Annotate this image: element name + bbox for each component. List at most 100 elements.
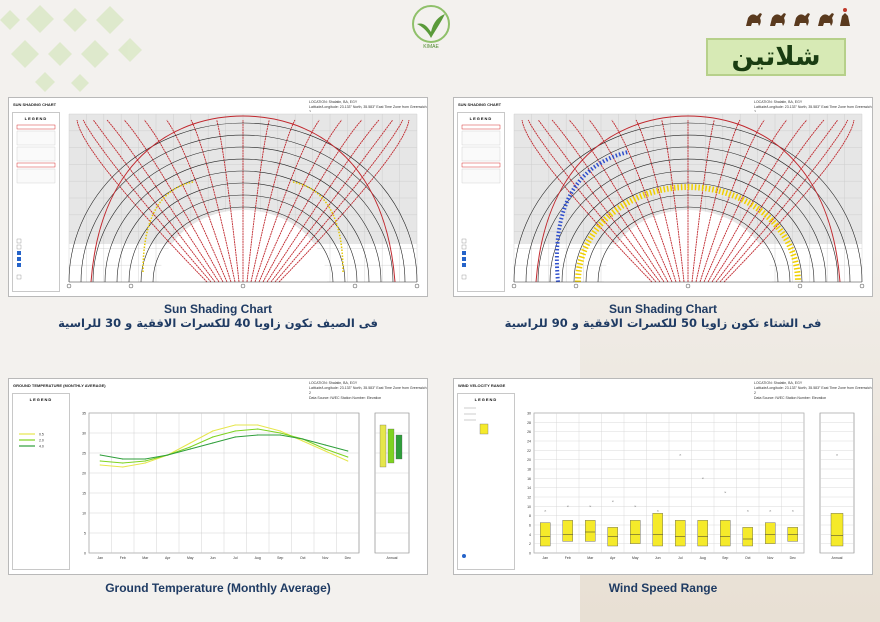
y-tick-label: 35 [82, 412, 86, 416]
sun-chart-winter [506, 112, 870, 294]
max-point: × [657, 508, 660, 513]
series-line [100, 434, 348, 460]
date-arc [561, 170, 815, 283]
hour-line [537, 119, 661, 283]
max-point: × [792, 508, 795, 513]
data-point [347, 450, 349, 452]
hour-line [216, 119, 240, 283]
legend-column: LEGEND [457, 393, 515, 570]
x-tick-label: May [632, 556, 639, 560]
data-point [144, 460, 146, 462]
hour-line [250, 119, 296, 283]
panel-location-block: LOCATION: Shalatin, BA, EGY Latitude/Lon… [754, 381, 872, 400]
max-point: × [612, 499, 615, 504]
y-tick-label: 20 [82, 472, 86, 476]
panel-chart-title: SUN SHADING CHART [13, 102, 57, 107]
caption-en: Sun Shading Chart [609, 302, 717, 316]
compass-marker-icon [128, 283, 134, 289]
y-tick-label: 25 [82, 452, 86, 456]
page-title: شلاتين [731, 42, 821, 72]
hour-line [262, 119, 363, 283]
data-point [144, 458, 146, 460]
x-tick-label: Jun [210, 556, 216, 560]
hour-line [123, 119, 224, 283]
data-point [144, 462, 146, 464]
max-point: × [679, 452, 682, 457]
hour-line [270, 119, 394, 283]
sun-shading-summer-panel: SUN SHADING CHART LOCATION: Shalatin, BA… [8, 97, 428, 297]
data-point [99, 460, 101, 462]
data-point [99, 454, 101, 456]
ground-temperature-panel: GROUND TEMPERATURE (MONTHLY AVERAGE) LOC… [8, 378, 428, 575]
y-tick-label: 0 [529, 552, 531, 556]
x-tick-label: May [187, 556, 194, 560]
y-tick-label: 5 [84, 532, 86, 536]
annual-max-point: × [836, 452, 839, 457]
max-point: × [634, 503, 637, 508]
compass-marker-icon [414, 283, 420, 289]
x-tick-label: Nov [322, 556, 328, 560]
data-point [234, 430, 236, 432]
caption-en: Sun Shading Chart [164, 302, 272, 316]
x-tick-label: Dec [790, 556, 796, 560]
y-tick-label: 28 [527, 421, 531, 425]
x-tick-label: Feb [565, 556, 571, 560]
max-point: × [589, 503, 592, 508]
x-tick-label: Mar [142, 556, 149, 560]
legend-heading: LEGEND [474, 397, 498, 402]
y-tick-label: 24 [527, 440, 531, 444]
compass-marker-icon [573, 283, 579, 289]
hour-line [274, 119, 404, 283]
panel-chart-title: GROUND TEMPERATURE (MONTHLY AVERAGE) [13, 383, 106, 388]
hour-line [190, 119, 236, 283]
logo-text: KIMAE [423, 44, 439, 50]
range-bar [630, 520, 641, 544]
summer-highlight-yellow [292, 181, 344, 273]
hour-line [661, 119, 685, 283]
x-tick-label: Jul [233, 556, 238, 560]
hour-line [635, 119, 681, 283]
data-point [122, 466, 124, 468]
x-tick-label: Apr [165, 556, 171, 560]
data-point [99, 464, 101, 466]
legend-items [462, 407, 489, 558]
hour-line [568, 119, 669, 283]
envelope-line [535, 115, 841, 283]
page-title-box: شلاتين [706, 38, 846, 76]
data-point [257, 434, 259, 436]
x-tick-label: Jul [678, 556, 683, 560]
data-point [279, 432, 281, 434]
data-point [122, 458, 124, 460]
x-tick-label: Apr [610, 556, 616, 560]
data-point [324, 450, 326, 452]
legend-items [16, 124, 56, 280]
annual-label: Annual [832, 556, 843, 560]
data-point [257, 428, 259, 430]
hour-line [254, 119, 320, 283]
max-point: × [747, 508, 750, 513]
kimae-logo-icon: KIMAE [412, 5, 450, 50]
hour-line [82, 119, 212, 283]
hour-line [691, 119, 715, 283]
range-bar [720, 520, 731, 547]
data-point [279, 434, 281, 436]
data-point [189, 446, 191, 448]
data-point [347, 456, 349, 458]
caption-ar: فى الشتاء تكون زاويا 50 للكسرات الافقية … [504, 316, 822, 330]
data-point [347, 460, 349, 462]
hour-line [166, 119, 232, 283]
hour-line [719, 119, 849, 283]
range-bar [697, 520, 708, 547]
hour-line [695, 119, 741, 283]
data-point [122, 462, 124, 464]
range-bar [742, 527, 753, 547]
y-tick-label: 18 [527, 468, 531, 472]
envelope-line [90, 115, 396, 283]
y-tick-label: 14 [527, 486, 531, 490]
y-tick-label: 15 [82, 492, 86, 496]
hour-line [699, 119, 765, 283]
legend-column: LEGEND 0.5 2.0 4.0 [12, 393, 70, 570]
panel-chart-title: WIND VELOCITY RANGE [458, 383, 506, 388]
compass-marker-icon [511, 283, 517, 289]
panel-location-block: LOCATION: Shalatin, BA, EGY Latitude/Lon… [309, 381, 427, 400]
